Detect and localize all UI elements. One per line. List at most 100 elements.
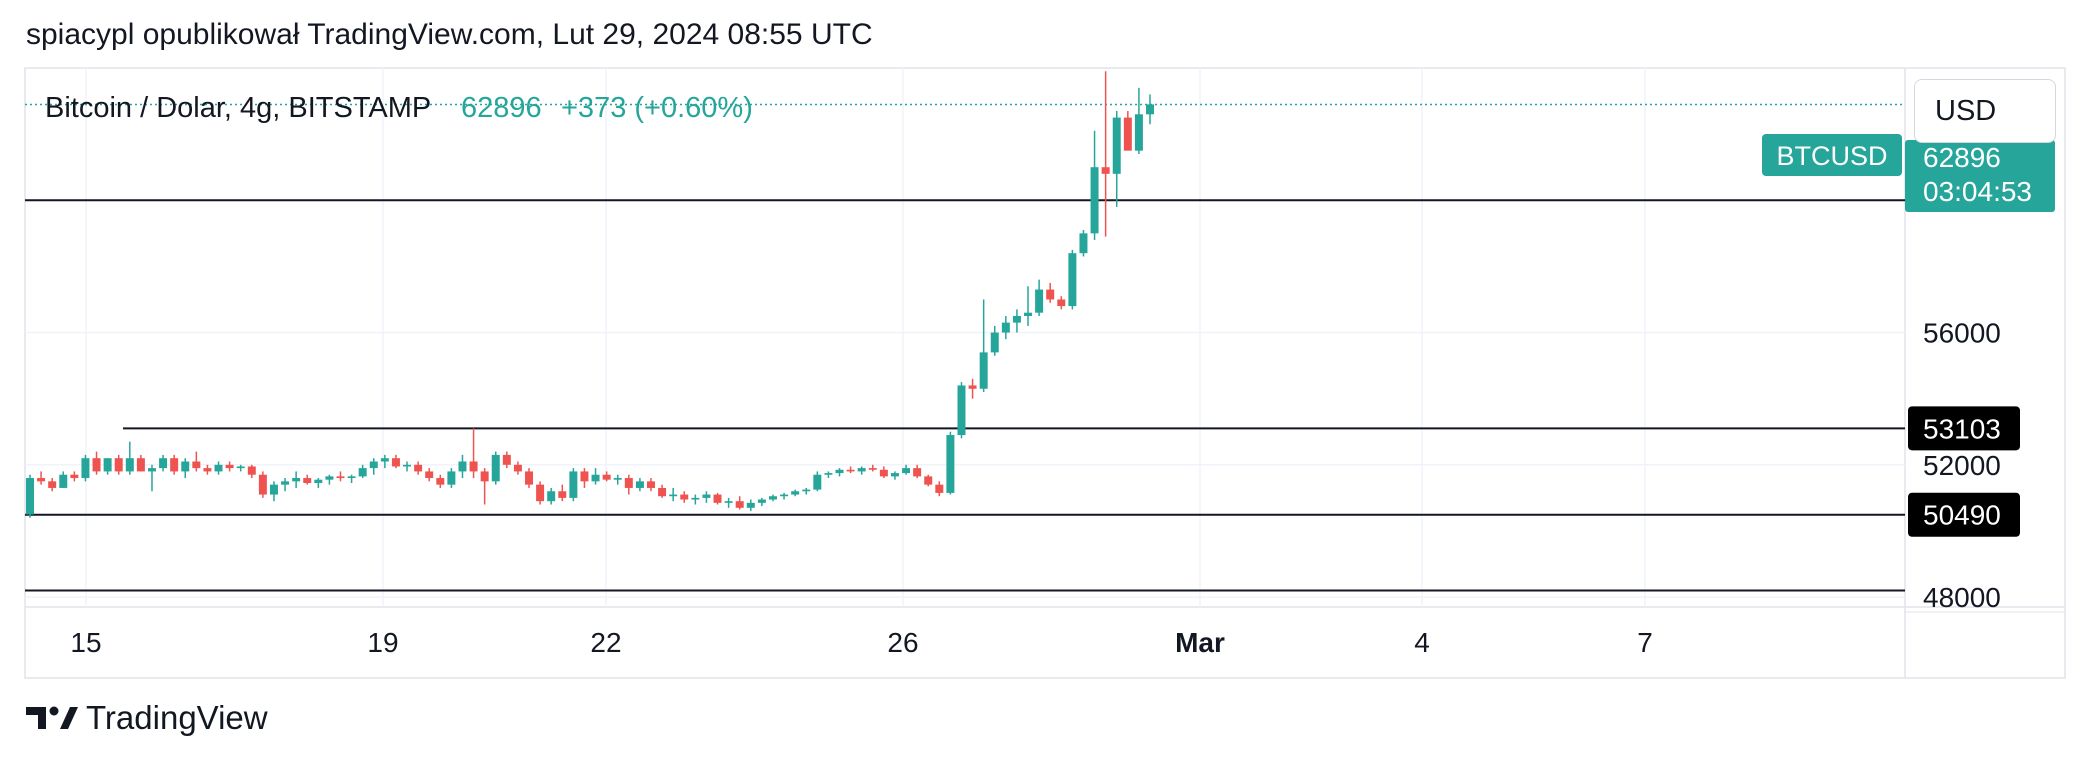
candle-body xyxy=(125,458,134,472)
candle-body xyxy=(913,468,922,477)
currency-selector[interactable]: USD xyxy=(1914,79,2056,143)
candle-body xyxy=(358,468,367,477)
candle-body xyxy=(1079,233,1088,254)
candle-30 xyxy=(358,464,367,479)
candle-body xyxy=(325,476,334,480)
last-price-label: 62896 xyxy=(1923,142,2001,173)
candle-body xyxy=(70,474,79,479)
candle-2 xyxy=(48,478,57,492)
candle-53 xyxy=(613,474,622,485)
candle-98 xyxy=(1112,110,1121,207)
candle-body xyxy=(1101,167,1110,174)
candle-8 xyxy=(114,454,123,475)
chart-frame xyxy=(24,67,2066,679)
candle-18 xyxy=(225,461,234,472)
candle-body xyxy=(624,478,633,488)
ticker-badge-bg xyxy=(1762,134,1902,176)
candle-body xyxy=(292,478,301,482)
candle-body xyxy=(247,466,256,475)
candle-body xyxy=(214,464,223,472)
candle-60 xyxy=(691,494,700,505)
candle-body xyxy=(159,458,168,469)
candle-54 xyxy=(624,474,633,495)
candle-body xyxy=(48,481,57,488)
level-label: 50490 xyxy=(1923,500,2001,531)
candle-24 xyxy=(292,471,301,488)
candle-70 xyxy=(802,487,811,495)
candle-body xyxy=(1012,316,1021,323)
candle-6 xyxy=(92,451,101,475)
price-tick-label: 56000 xyxy=(1923,318,2001,349)
candle-89 xyxy=(1012,309,1021,333)
time-tick-label: 4 xyxy=(1414,627,1430,658)
candle-21 xyxy=(258,471,267,498)
candle-15 xyxy=(192,451,201,472)
candle-body xyxy=(458,461,467,472)
candle-body xyxy=(768,496,777,500)
candle-44 xyxy=(513,461,522,475)
candle-body xyxy=(436,478,445,485)
candle-9 xyxy=(125,441,134,475)
candle-94 xyxy=(1068,249,1077,310)
ticker-badge: BTCUSD xyxy=(1776,141,1887,171)
candle-39 xyxy=(458,454,467,479)
candle-body xyxy=(724,501,733,503)
candle-29 xyxy=(347,474,356,483)
candle-body xyxy=(1024,312,1033,317)
candle-73 xyxy=(835,468,844,477)
candle-body xyxy=(979,352,988,389)
candle-57 xyxy=(658,484,667,498)
candle-46 xyxy=(536,481,545,505)
candle-body xyxy=(824,473,833,475)
candle-65 xyxy=(746,499,755,512)
candle-body xyxy=(336,476,345,479)
candle-body xyxy=(547,491,556,502)
candle-67 xyxy=(768,494,777,502)
candle-32 xyxy=(380,454,389,469)
candle-74 xyxy=(846,466,855,474)
price-axis: 480005200056000600005310350490 xyxy=(1908,185,2020,613)
footer-brand: TradingView xyxy=(86,699,268,736)
candle-25 xyxy=(303,474,312,485)
candle-66 xyxy=(757,497,766,507)
candle-51 xyxy=(591,468,600,485)
candle-body xyxy=(868,468,877,470)
chart-legend: Bitcoin / Dolar, 4g, BITSTAMP 62896 +373… xyxy=(45,92,753,124)
candle-body xyxy=(425,471,434,479)
candle-body xyxy=(1123,117,1132,151)
candle-body xyxy=(1146,104,1154,115)
tradingview-logo-icon xyxy=(26,706,78,729)
candle-7 xyxy=(103,458,112,475)
candle-body xyxy=(635,481,644,488)
candle-body xyxy=(258,474,267,495)
candle-body xyxy=(536,484,545,502)
candle-83 xyxy=(946,431,955,495)
candle-body xyxy=(314,479,323,483)
candle-body xyxy=(414,464,423,472)
candle-23 xyxy=(281,478,290,492)
candle-3 xyxy=(59,471,68,488)
candles xyxy=(26,71,1154,518)
legend-symbol: Bitcoin / Dolar, 4g, BITSTAMP xyxy=(45,92,431,124)
candle-96 xyxy=(1090,130,1099,240)
candle-body xyxy=(802,489,811,492)
candle-body xyxy=(757,499,766,503)
candle-48 xyxy=(558,484,567,502)
candle-36 xyxy=(425,468,434,482)
candle-40 xyxy=(469,428,478,479)
candle-99 xyxy=(1123,110,1132,151)
candle-body xyxy=(669,494,678,497)
candle-body xyxy=(846,469,855,472)
candle-body xyxy=(924,476,933,485)
candle-56 xyxy=(646,478,655,492)
candle-body xyxy=(1035,289,1044,313)
candle-body xyxy=(92,458,101,472)
candle-body xyxy=(558,491,567,498)
candle-62 xyxy=(713,492,722,505)
candle-50 xyxy=(580,468,589,488)
candle-77 xyxy=(879,466,888,479)
candle-84 xyxy=(957,382,966,439)
candle-body xyxy=(281,481,290,485)
candle-body xyxy=(702,494,711,498)
